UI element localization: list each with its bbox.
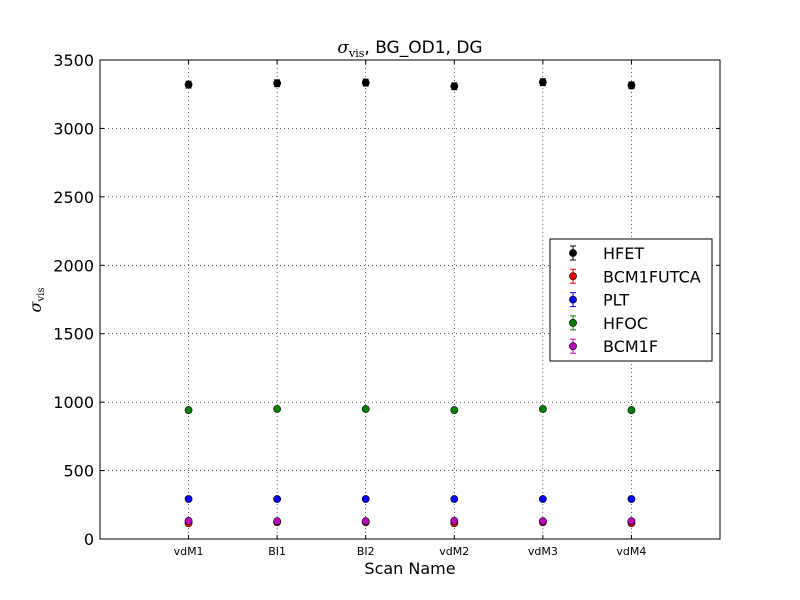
series-bcm1f <box>184 517 636 526</box>
plot-frame <box>99 59 721 540</box>
y-tick-label: 1000 <box>53 393 94 412</box>
data-point <box>184 517 193 525</box>
series-layer <box>184 78 636 528</box>
legend-entry: HFOC <box>569 314 648 333</box>
data-point <box>450 495 459 503</box>
x-tick-label: vdM1 <box>174 545 204 558</box>
data-point <box>184 406 193 414</box>
data-point <box>627 495 636 503</box>
y-axis-label-subscript: vis <box>36 288 47 303</box>
data-point <box>450 82 459 91</box>
legend-marker <box>569 295 577 304</box>
data-point <box>273 405 282 413</box>
data-point <box>361 495 370 503</box>
legend-label: BCM1F <box>603 337 658 356</box>
legend-label: HFOC <box>603 314 648 333</box>
y-tick-label: 3000 <box>53 119 94 138</box>
data-point <box>627 406 636 414</box>
legend-label: HFET <box>603 244 644 263</box>
title-symbol: σ <box>337 38 349 58</box>
x-tick-label: vdM2 <box>439 545 469 558</box>
y-axis-label-symbol: σ <box>26 300 45 312</box>
data-point <box>450 517 459 525</box>
title-subscript: vis <box>348 47 365 60</box>
legend-marker <box>569 318 577 327</box>
data-point <box>538 517 547 526</box>
legend-label: PLT <box>603 291 629 310</box>
legend-entry: PLT <box>569 291 629 310</box>
legend-label: BCM1FUTCA <box>603 267 701 286</box>
chart-title: σvis, BG_OD1, DG <box>337 38 482 60</box>
x-tick-label: vdM4 <box>616 545 646 558</box>
x-tick-label: vdM3 <box>528 545 558 558</box>
data-point <box>538 405 547 413</box>
x-axis-label: Scan Name <box>364 559 455 578</box>
legend-entry: BCM1F <box>569 337 658 356</box>
data-point <box>273 495 282 503</box>
x-tick-label: BI1 <box>268 545 286 558</box>
data-point <box>361 517 370 526</box>
series-plt <box>184 495 636 503</box>
legend-entry: HFET <box>569 244 644 263</box>
legend-entry: BCM1FUTCA <box>569 267 701 286</box>
y-tick-label: 1500 <box>53 325 94 344</box>
data-point <box>361 405 370 413</box>
data-point <box>184 80 193 89</box>
y-tick-label: 2500 <box>53 188 94 207</box>
x-ticks: vdM1 BI1 BI2 vdM2 vdM3 vdM4 <box>174 60 646 558</box>
data-point <box>361 78 370 87</box>
legend-box <box>549 238 713 362</box>
legend-marker <box>569 272 577 281</box>
data-point <box>450 406 459 414</box>
data-point <box>538 495 547 503</box>
y-ticks: 0 500 1000 1500 2000 2500 3000 3500 <box>53 51 720 549</box>
title-rest: , BG_OD1, DG <box>364 38 482 58</box>
legend-marker <box>569 249 577 257</box>
data-point <box>538 78 547 87</box>
legend: HFET BCM1FUTCA PLT HFOC BCM1F <box>549 238 713 362</box>
data-point <box>273 517 282 526</box>
legend-marker <box>569 342 577 351</box>
x-tick-label: BI2 <box>357 545 375 558</box>
svg-text:σvis: σvis <box>26 288 47 313</box>
series-bcm1futca <box>184 518 636 528</box>
y-tick-label: 0 <box>84 530 94 549</box>
data-point <box>627 81 636 90</box>
data-point <box>627 517 636 526</box>
series-hfoc <box>184 405 636 414</box>
data-point <box>184 495 193 503</box>
y-axis-label: σvis <box>26 288 47 313</box>
y-tick-label: 500 <box>63 462 94 481</box>
series-hfet <box>184 78 636 91</box>
data-point <box>273 79 282 88</box>
y-tick-label: 2000 <box>53 256 94 275</box>
y-tick-label: 3500 <box>53 51 94 70</box>
